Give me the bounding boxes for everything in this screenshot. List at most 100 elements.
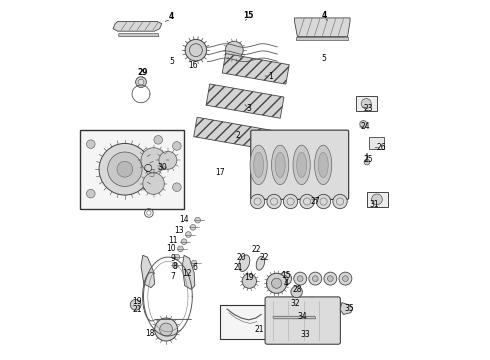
Circle shape [360,121,367,128]
Circle shape [191,260,197,266]
Bar [367,192,388,207]
Circle shape [87,189,95,198]
Text: 30: 30 [158,163,168,172]
Circle shape [364,159,370,165]
Text: 21: 21 [233,264,243,273]
Circle shape [242,274,256,288]
Circle shape [225,41,243,59]
Text: 12: 12 [182,269,192,278]
Text: 13: 13 [174,226,183,235]
Circle shape [300,194,314,209]
Circle shape [313,276,318,282]
Text: ◯: ◯ [144,163,152,172]
Bar [356,96,377,111]
Circle shape [317,194,331,209]
Polygon shape [194,117,278,151]
Circle shape [99,143,151,195]
Text: 20: 20 [237,253,246,262]
Text: 22: 22 [260,253,270,262]
Text: 4: 4 [321,10,326,19]
Ellipse shape [315,145,332,185]
Text: 4: 4 [284,279,289,288]
Circle shape [343,276,348,282]
Circle shape [181,239,187,244]
Circle shape [138,79,144,85]
Circle shape [130,300,141,310]
Bar [220,305,273,338]
Text: 6: 6 [193,264,197,273]
Text: 17: 17 [215,168,225,177]
Text: 24: 24 [360,122,370,131]
Text: 28: 28 [292,285,302,294]
Circle shape [154,135,163,144]
Circle shape [371,194,382,205]
Circle shape [108,152,142,186]
Text: 5: 5 [321,54,326,63]
Text: 10: 10 [167,244,176,253]
Polygon shape [222,54,289,84]
FancyBboxPatch shape [265,297,341,344]
Circle shape [172,183,181,192]
FancyBboxPatch shape [251,130,349,199]
Text: 21: 21 [255,325,264,334]
Text: 29: 29 [138,68,148,77]
Polygon shape [294,18,350,37]
Circle shape [159,151,177,169]
Circle shape [339,272,352,285]
Polygon shape [273,316,316,319]
Text: 19: 19 [133,297,142,306]
Text: 8: 8 [172,262,177,271]
Circle shape [327,276,333,282]
Text: 9: 9 [170,254,175,263]
Circle shape [271,278,282,288]
Text: 21: 21 [133,305,142,314]
Circle shape [172,141,181,150]
Text: 34: 34 [297,312,307,321]
Ellipse shape [239,255,250,271]
Text: 16: 16 [188,61,198,70]
Circle shape [190,225,196,230]
Bar [80,130,184,209]
Circle shape [309,272,322,285]
Text: 7: 7 [170,271,175,280]
Ellipse shape [256,256,265,270]
Circle shape [324,272,337,285]
Circle shape [294,272,307,285]
Ellipse shape [296,152,307,177]
Ellipse shape [275,152,285,177]
Circle shape [117,161,133,177]
Text: 31: 31 [369,200,379,209]
Circle shape [291,286,302,298]
Circle shape [87,140,95,148]
Text: 3: 3 [246,104,251,113]
Circle shape [283,194,298,209]
Text: 26: 26 [376,143,386,152]
Circle shape [195,217,200,223]
Text: 15: 15 [281,270,291,279]
Circle shape [282,276,288,282]
Text: 19: 19 [244,273,253,282]
Ellipse shape [250,145,267,185]
Circle shape [136,77,147,87]
Polygon shape [296,37,348,40]
Circle shape [279,272,292,285]
Ellipse shape [293,145,310,185]
Circle shape [185,40,207,61]
Circle shape [267,194,281,209]
Circle shape [160,323,172,336]
Text: 33: 33 [300,330,310,339]
Circle shape [186,231,191,237]
Circle shape [155,318,177,341]
Polygon shape [113,22,162,31]
Circle shape [267,273,287,293]
Circle shape [141,148,166,173]
Text: 14: 14 [179,215,189,224]
Text: 32: 32 [291,299,300,308]
Text: 23: 23 [364,104,373,113]
Ellipse shape [254,152,264,177]
Ellipse shape [271,145,289,185]
Text: 5: 5 [169,57,174,66]
Polygon shape [206,84,284,118]
Text: 35: 35 [344,303,354,312]
Text: 1: 1 [268,72,272,81]
